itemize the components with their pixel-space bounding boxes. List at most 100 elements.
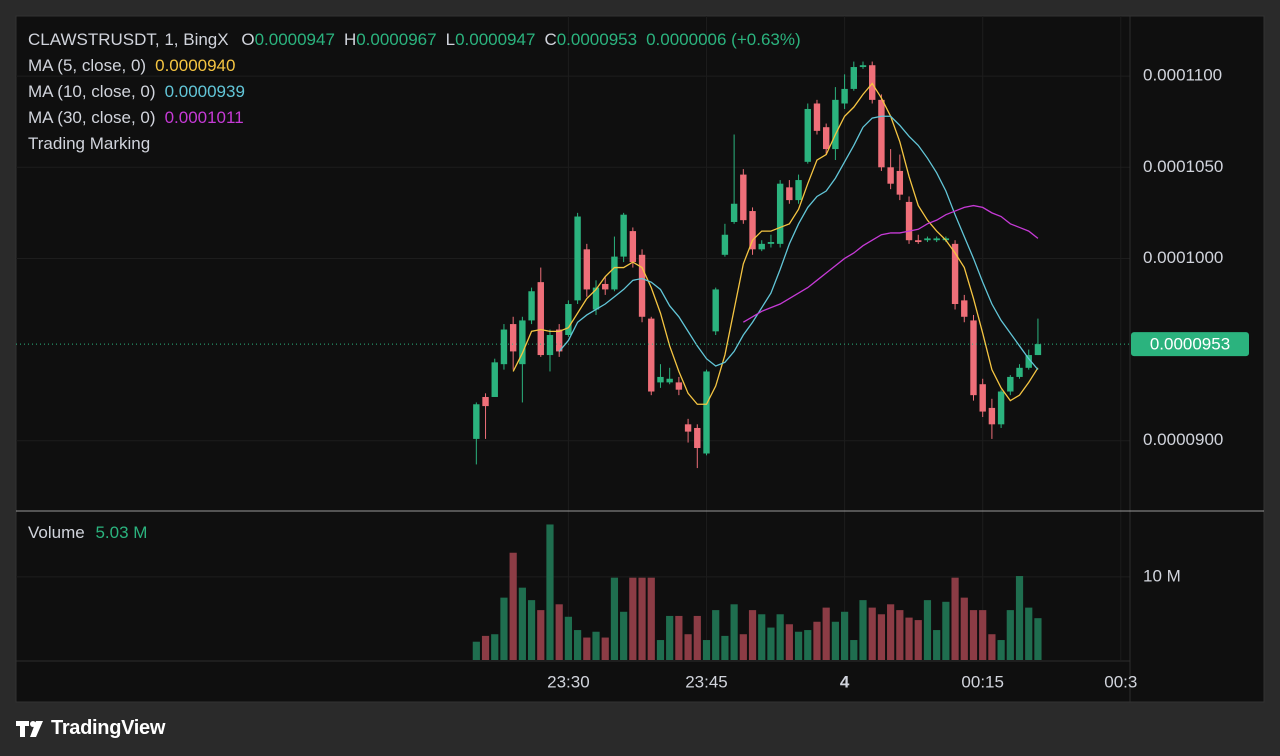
volume-bar	[776, 614, 784, 660]
candle-body	[795, 180, 802, 201]
candle-body	[703, 371, 710, 454]
ohlc-value: 0.0000947	[455, 30, 536, 49]
candle-body	[804, 108, 811, 162]
moving-averages	[512, 82, 1039, 405]
axes: 0.0000900 0.0001000 0.0001050 0.0001100 23:3…	[16, 66, 1249, 691]
volume-bar	[1034, 618, 1042, 660]
candle-body	[924, 238, 931, 241]
volume-bar	[951, 577, 959, 660]
volume-bars	[472, 524, 1042, 660]
volume-bar	[813, 621, 821, 660]
y-tick-label: 0.0000900	[1143, 430, 1223, 449]
volume-bar	[702, 640, 711, 660]
volume-bar	[638, 577, 646, 660]
candle-body	[749, 211, 756, 250]
volume-bar	[887, 604, 895, 660]
candle-body	[491, 362, 498, 397]
candle-body	[878, 99, 885, 168]
volume-bar	[868, 607, 876, 660]
candle-body	[473, 404, 480, 439]
volume-bar	[905, 617, 913, 660]
last-price-label: 0.0000953	[1150, 335, 1230, 354]
volume-bar	[923, 600, 932, 660]
volume-bar	[850, 640, 858, 660]
volume-tick-label: 10 M	[1143, 566, 1181, 585]
volume-bar	[564, 616, 572, 660]
candle-body	[712, 289, 719, 332]
candle-body	[675, 382, 683, 390]
tradingview-logo	[16, 721, 43, 737]
volume-bar	[693, 615, 701, 660]
candle-body	[528, 291, 535, 321]
candle-body	[629, 231, 637, 263]
candle-body	[970, 320, 977, 396]
legend-name: MA (30, close, 0)	[28, 108, 156, 127]
candle-body	[915, 240, 922, 243]
last-price-box	[1131, 332, 1249, 357]
legend-name: MA (5, close, 0)	[28, 56, 147, 75]
volume-bar	[896, 610, 904, 660]
volume-bar	[822, 607, 830, 660]
volume-bar	[481, 635, 490, 660]
ma-line	[558, 115, 1039, 371]
candle-body	[740, 174, 747, 221]
volume-bar	[666, 615, 674, 660]
candle-body	[1016, 367, 1023, 377]
candles	[473, 61, 1042, 469]
legend-row: MA (5, close, 0) 0.0000940	[28, 53, 801, 79]
volume-bar	[527, 600, 536, 660]
candle-body	[822, 127, 830, 150]
legend-note: Trading Marking	[28, 134, 151, 153]
ohlc-key: C	[544, 30, 557, 49]
logo-part	[30, 721, 43, 737]
volume-bar	[647, 577, 655, 660]
ohlc-value: 0.0000953	[556, 30, 638, 49]
candle-body	[574, 216, 581, 301]
volume-bar	[537, 610, 545, 660]
volume-bar	[500, 597, 508, 660]
candle-body	[813, 103, 821, 131]
ohlc-key: L	[445, 30, 456, 49]
candle-body	[583, 249, 591, 290]
volume-bar	[684, 634, 692, 660]
logo-part	[16, 721, 29, 737]
candle-body	[832, 99, 839, 150]
volume-bar	[979, 610, 987, 660]
volume-bar	[675, 615, 683, 660]
volume-bar	[620, 611, 628, 660]
volume-bar	[739, 634, 747, 660]
ma-line	[512, 82, 1039, 405]
volume-bar	[592, 631, 600, 660]
volume-bar	[509, 552, 517, 660]
candle-body	[951, 243, 959, 305]
legend-row: MA (30, close, 0) 0.0001011	[28, 105, 801, 131]
volume-bar	[730, 604, 738, 660]
candle-body	[721, 234, 729, 255]
candle-body	[620, 214, 627, 257]
candle-body	[961, 300, 968, 317]
candle-body	[758, 243, 765, 250]
volume-bar	[933, 630, 941, 660]
candle-body	[850, 67, 858, 89]
candle-body	[905, 201, 913, 241]
volume-bar	[574, 630, 582, 660]
candle-body	[896, 170, 904, 195]
candle-body	[887, 167, 894, 184]
x-tick-label: 00:15	[961, 672, 1004, 691]
grid	[16, 16, 1130, 660]
candle-body	[519, 320, 526, 365]
x-tick-label: 4	[840, 672, 850, 691]
candle-body	[537, 282, 544, 356]
legend-row: CLAWSTRUSDT, 1, BingX O0.0000947 H0.00009…	[28, 27, 801, 53]
candle-body	[979, 384, 986, 412]
legend-value: 0.0001011	[164, 108, 244, 127]
ohlc-key: O	[241, 30, 255, 49]
volume-bar	[960, 597, 968, 660]
volume-bar	[546, 524, 554, 660]
volume-bar	[831, 621, 839, 660]
ohlc-value: 0.0000947	[254, 30, 335, 49]
x-tick-label: 00:3	[1104, 672, 1137, 691]
volume-bar	[1006, 610, 1014, 660]
